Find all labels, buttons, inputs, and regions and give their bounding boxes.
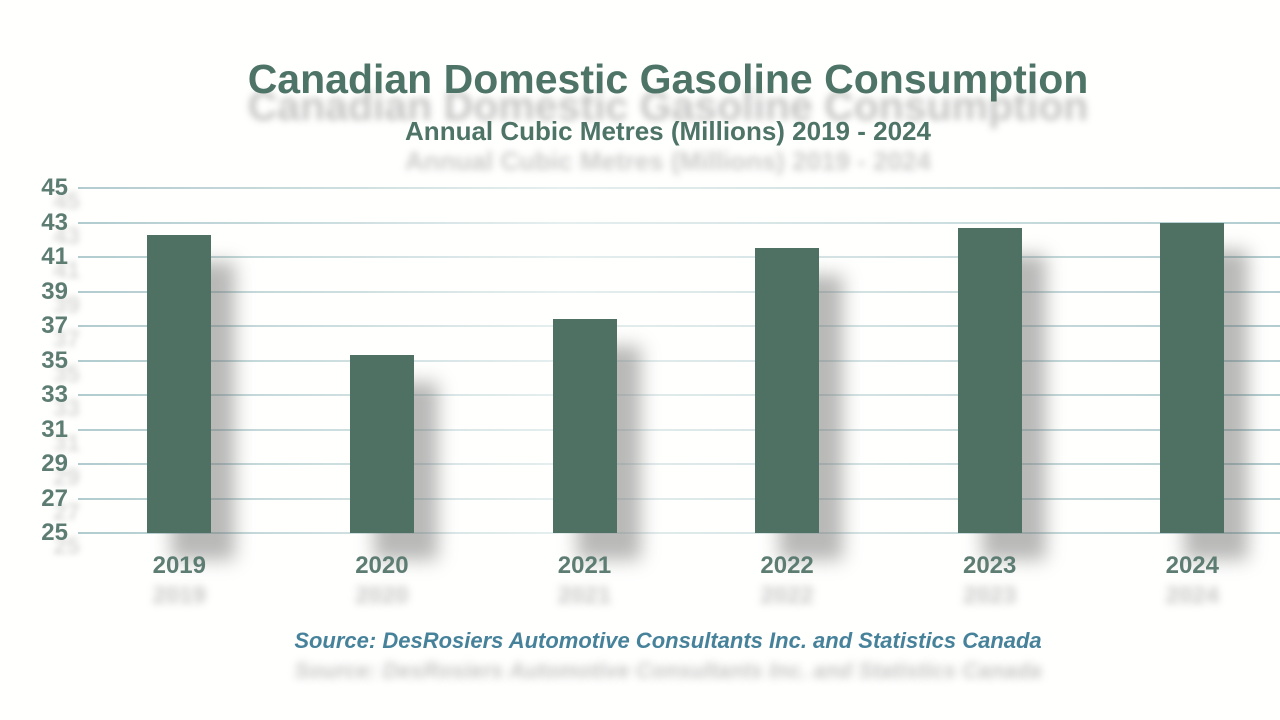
y-tick-label-35: 35: [41, 346, 68, 374]
y-tick-label-25: 25: [41, 519, 68, 546]
gridline-37: [78, 325, 1280, 327]
x-tick-label-2024: 2024: [1165, 552, 1219, 579]
bar-2023: [957, 227, 1022, 533]
bar-2021: [552, 319, 617, 533]
x-tick-label-2022: 2022: [760, 552, 814, 579]
x-tick-label-2020: 2020: [355, 552, 409, 579]
x-tick-label-2021: 2021: [557, 552, 612, 579]
y-tick-label-37: 37: [41, 312, 68, 339]
chart-subtitle: Annual Cubic Metres (Millions) 2019 - 20…: [405, 116, 931, 146]
gridline-31: [78, 428, 1280, 431]
y-tick-label-39: 39: [41, 277, 68, 305]
chart-title: Canadian Domestic Gasoline Consumption: [247, 56, 1089, 102]
gridline-29: [78, 463, 1280, 465]
y-tick-label-45: 45: [41, 174, 68, 201]
gridline-43: [78, 221, 1280, 224]
gridline-35: [78, 359, 1280, 362]
bar-2024: [1160, 222, 1225, 533]
bar-2019: [147, 234, 212, 533]
y-tick-label-27: 27: [41, 484, 68, 512]
gridline-33: [78, 394, 1280, 396]
x-tick-label-2023: 2023: [962, 552, 1017, 579]
source-caption: Source: DesRosiers Automotive Consultant…: [294, 628, 1042, 653]
y-tick-label-29: 29: [41, 450, 68, 477]
gridline-25: [78, 532, 1280, 534]
gridline-39: [78, 290, 1280, 293]
gridline-45: [78, 187, 1280, 189]
y-tick-label-31: 31: [41, 415, 68, 443]
y-tick-label-43: 43: [41, 208, 68, 236]
y-tick-label-33: 33: [41, 381, 68, 408]
y-tick-label-41: 41: [41, 243, 68, 270]
gridline-41: [78, 256, 1280, 258]
gridline-27: [78, 497, 1280, 500]
bar-2022: [755, 248, 820, 533]
bar-2020: [349, 355, 414, 533]
x-tick-label-2019: 2019: [152, 552, 206, 579]
